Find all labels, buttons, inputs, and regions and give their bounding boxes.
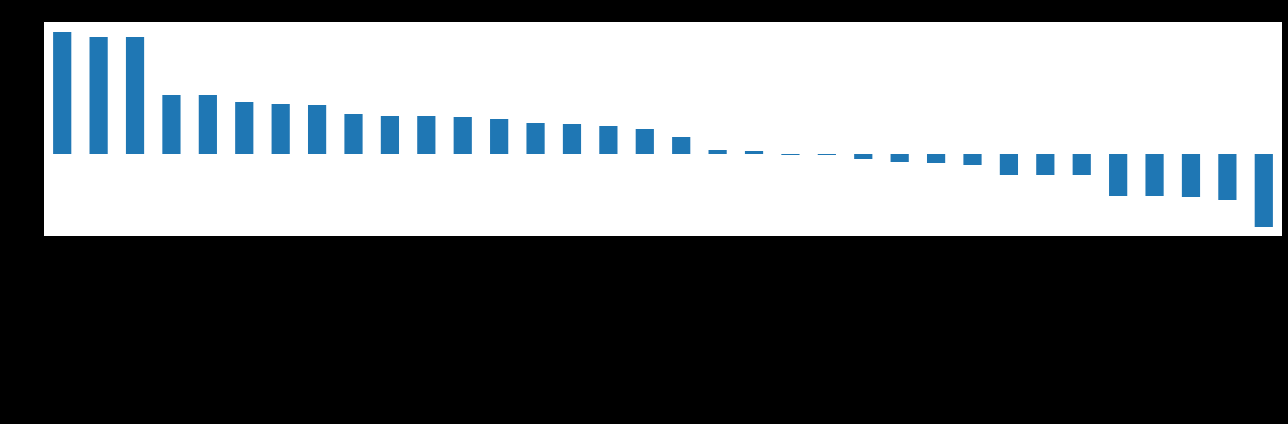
bar	[344, 114, 363, 154]
bar	[890, 154, 909, 162]
bar	[1181, 154, 1201, 197]
bar	[89, 37, 108, 154]
bar	[708, 150, 727, 154]
bar	[1109, 154, 1128, 196]
bar	[562, 124, 582, 154]
bar	[1072, 154, 1091, 175]
bar	[672, 137, 691, 154]
bar	[526, 123, 545, 154]
bar	[417, 116, 436, 154]
bar	[235, 102, 254, 154]
bar	[744, 151, 764, 154]
bar	[125, 37, 145, 154]
bar	[817, 154, 836, 155]
bar	[380, 116, 400, 154]
bar	[599, 126, 618, 154]
bar	[198, 95, 217, 154]
bar	[781, 154, 800, 155]
bar	[635, 129, 654, 154]
bar	[1254, 154, 1273, 227]
bar	[999, 154, 1019, 175]
bar	[963, 154, 982, 165]
bar	[53, 32, 72, 154]
bar	[1036, 154, 1055, 175]
bar	[307, 105, 327, 154]
bar	[453, 117, 472, 154]
bar	[854, 154, 873, 159]
bar	[926, 154, 946, 163]
bar	[1145, 154, 1164, 196]
bar	[490, 119, 509, 154]
bar	[162, 95, 181, 154]
bar	[1218, 154, 1237, 200]
bar	[271, 104, 290, 154]
plot-area	[44, 22, 1282, 236]
